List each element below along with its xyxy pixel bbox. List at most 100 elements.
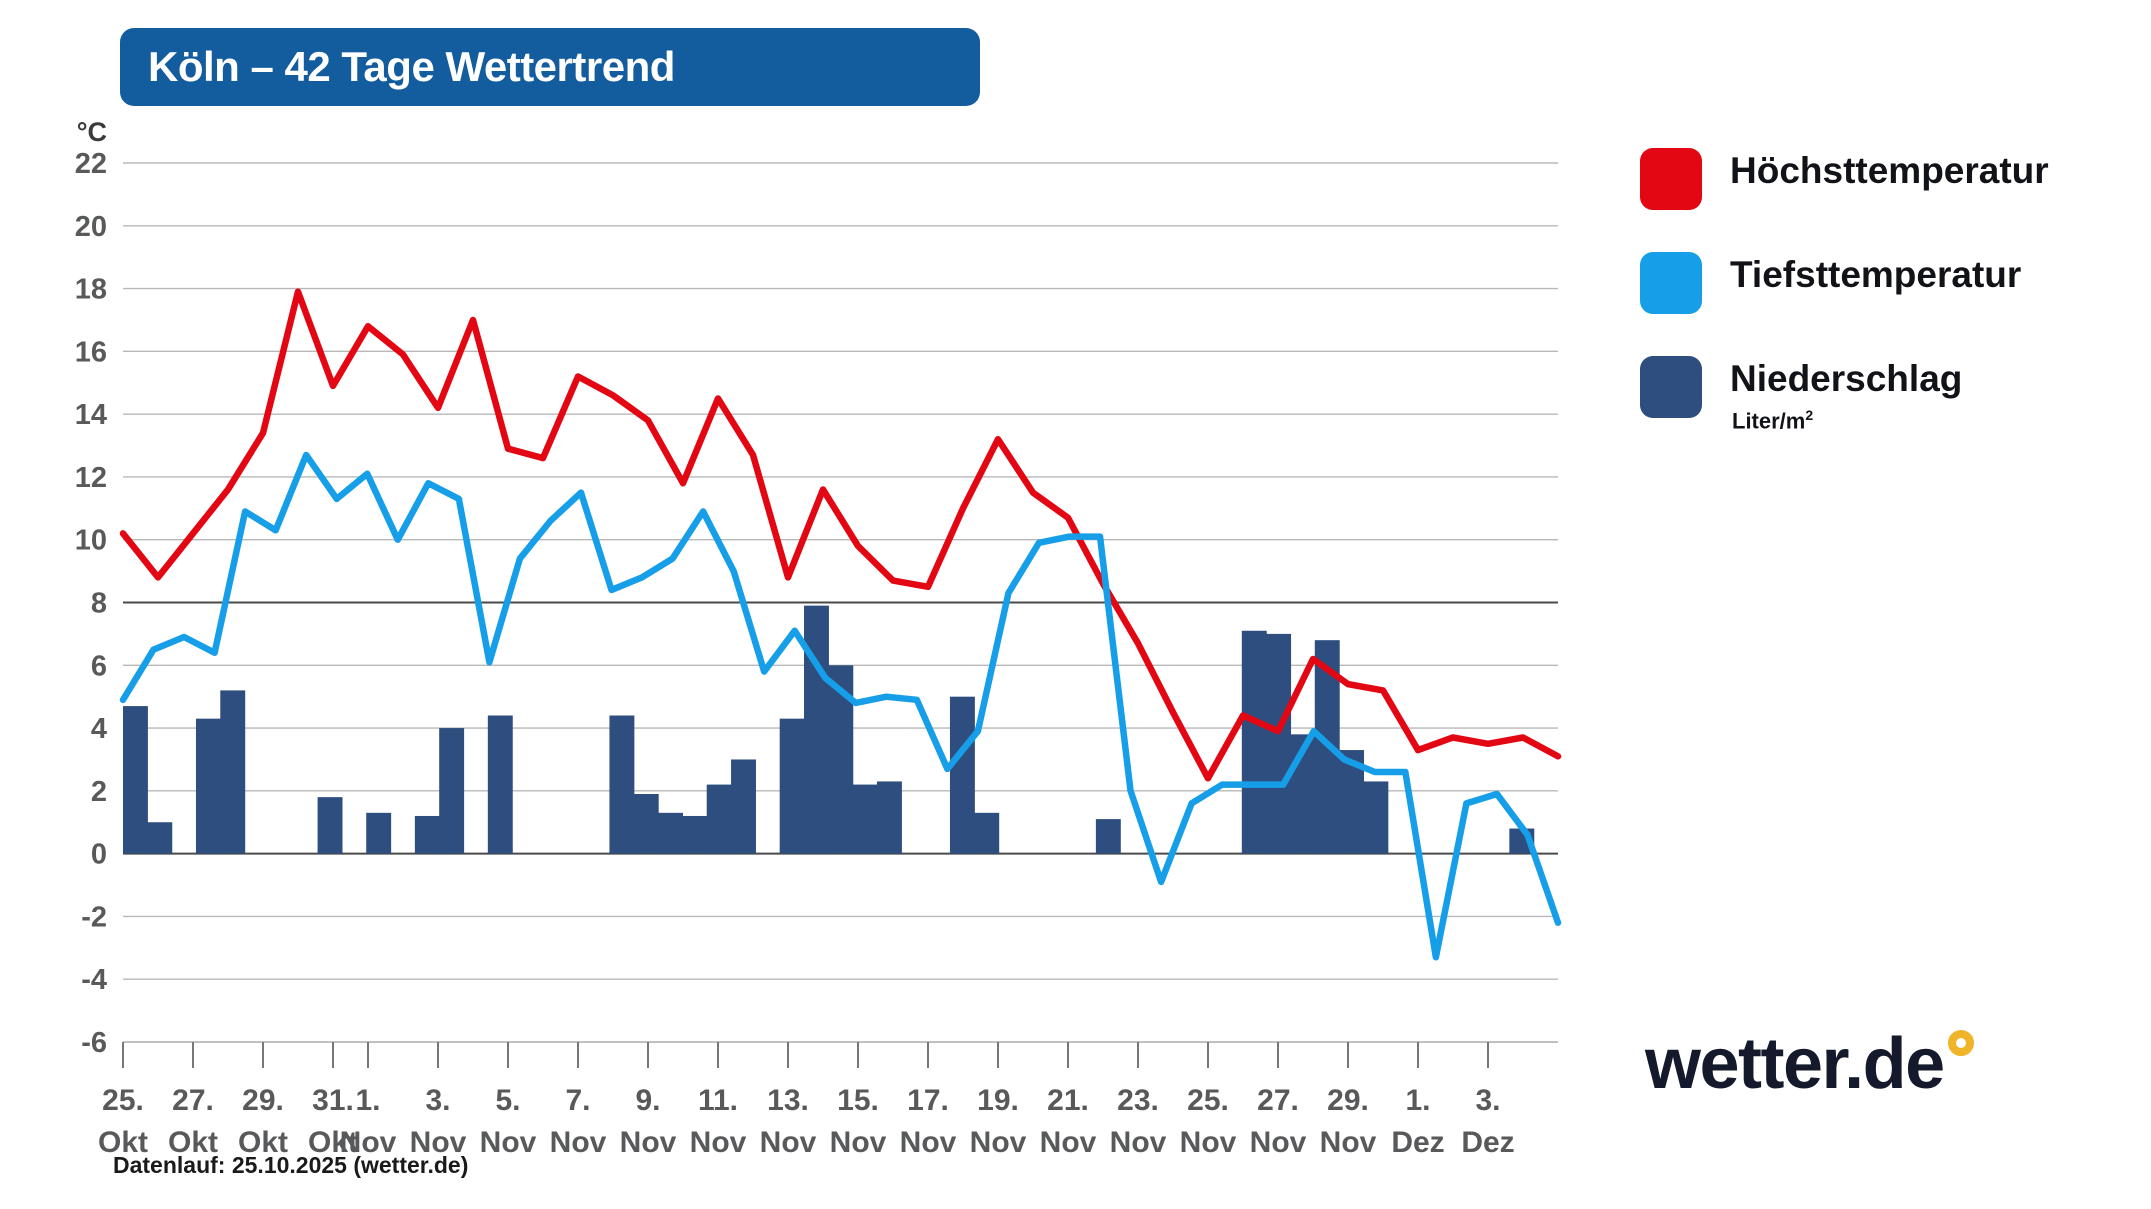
precipitation-bar	[852, 784, 878, 854]
chart-legend: Höchsttemperatur Tiefsttemperatur Nieder…	[1640, 148, 2140, 476]
x-tick-day: 25.	[102, 1084, 144, 1117]
precipitation-bar	[949, 696, 975, 854]
x-tick-day: 21.	[1047, 1084, 1089, 1117]
precipitation-bar	[487, 715, 513, 854]
x-tick-day: 15.	[837, 1084, 879, 1117]
legend-label-min-temp: Tiefsttemperatur	[1730, 254, 2022, 295]
chart-area: 22 20 18 16 14 12 10 8 6 4 2 0 -2 -4 -6 25. Okt 27. Okt 29…	[75, 117, 1562, 1159]
precipitation-bar	[609, 715, 635, 854]
x-tick-month: Nov	[1180, 1126, 1237, 1159]
logo-wordmark: wetter.de	[1645, 1024, 1945, 1104]
precipitation-bar	[147, 822, 173, 854]
legend-texts-max-temp: Höchsttemperatur	[1730, 148, 2049, 191]
x-tick-day: 9.	[635, 1084, 660, 1117]
gridlines	[123, 162, 1558, 1043]
precipitation-bar	[317, 797, 343, 854]
precipitation-bar	[706, 784, 732, 854]
legend-label-max-temp: Höchsttemperatur	[1730, 150, 2049, 191]
chart-title-banner: Köln – 42 Tage Wettertrend	[120, 28, 980, 106]
precipitation-bar	[658, 812, 684, 854]
x-tick-month: Nov	[620, 1126, 677, 1159]
legend-unit-text: Liter/m	[1732, 408, 1806, 434]
x-tick-month: Nov	[760, 1126, 817, 1159]
wetter-de-logo: wetter.de	[1645, 1028, 1974, 1100]
x-tick-month: Nov	[830, 1126, 887, 1159]
x-tick-month: Nov	[970, 1126, 1027, 1159]
precipitation-bars	[123, 605, 1535, 854]
x-tick-month: Dez	[1461, 1126, 1514, 1159]
x-tick-month: Nov	[1040, 1126, 1097, 1159]
x-tick-day: 5.	[495, 1084, 520, 1117]
precipitation-bar	[195, 718, 221, 854]
y-tick-label: 8	[91, 588, 107, 620]
x-tick-month: Nov	[1250, 1126, 1307, 1159]
y-tick-label: 22	[75, 148, 107, 180]
y-tick-label: 2	[91, 776, 107, 808]
x-tick-month: Okt	[98, 1126, 148, 1159]
x-tick-day: 29.	[242, 1084, 284, 1117]
precipitation-bar	[633, 793, 659, 854]
x-tick-month: Okt	[168, 1126, 218, 1159]
x-tick-month: Okt	[308, 1126, 358, 1159]
x-tick-day: 13.	[767, 1084, 809, 1117]
x-tick-day: 19.	[977, 1084, 1019, 1117]
x-tick-day: 23.	[1117, 1084, 1159, 1117]
data-run-note: Datenlauf: 25.10.2025 (wetter.de)	[113, 1152, 469, 1178]
precipitation-bar	[439, 728, 465, 854]
precipitation-bar	[1363, 781, 1389, 854]
y-tick-label: 20	[75, 211, 107, 243]
legend-swatch-precipitation	[1640, 356, 1702, 418]
x-axis-ticks: 25. Okt 27. Okt 29. Okt 31. Okt 1. Nov 3. Nov 5. Nov 7…	[98, 1041, 1558, 1159]
x-tick-day: 31.	[312, 1084, 354, 1117]
precipitation-bar	[1241, 630, 1267, 854]
x-tick-month: Nov	[1110, 1126, 1167, 1159]
legend-swatch-min-temp	[1640, 252, 1702, 314]
legend-texts-min-temp: Tiefsttemperatur	[1730, 252, 2021, 295]
y-tick-label: 16	[75, 336, 107, 368]
precipitation-bar	[366, 812, 392, 854]
precipitation-bar	[682, 815, 708, 854]
precipitation-bar	[220, 690, 246, 854]
precipitation-bar	[414, 815, 440, 854]
y-tick-label: 18	[75, 274, 107, 306]
x-tick-day: 17.	[907, 1084, 949, 1117]
precipitation-bar	[123, 706, 148, 854]
x-tick-day: 3.	[425, 1084, 450, 1117]
legend-label-precipitation: Niederschlag	[1730, 358, 1963, 399]
x-tick-month: Nov	[410, 1126, 467, 1159]
temperature-line-min	[119, 451, 1562, 961]
legend-sublabel-precipitation-unit: Liter/m2	[1732, 407, 1962, 434]
legend-texts-precipitation: Niederschlag Liter/m2	[1730, 356, 1962, 434]
y-tick-label: 14	[75, 399, 107, 431]
precipitation-bar	[804, 605, 829, 854]
x-tick-month: Nov	[480, 1126, 537, 1159]
y-axis-unit-label: °C	[77, 117, 107, 147]
x-tick-month: Nov	[550, 1126, 607, 1159]
sun-ring-icon	[1947, 1030, 1974, 1056]
x-tick-day: 3.	[1475, 1084, 1500, 1117]
legend-swatch-max-temp	[1640, 148, 1702, 210]
temperature-lines	[119, 288, 1562, 961]
x-tick-day: 27.	[172, 1084, 214, 1117]
x-tick-day: 29.	[1327, 1084, 1369, 1117]
x-tick-day: 7.	[565, 1084, 590, 1117]
y-tick-label: -6	[81, 1027, 107, 1059]
page-title: Köln – 42 Tage Wettertrend	[148, 43, 675, 90]
y-tick-label: 6	[91, 650, 107, 682]
legend-item-tiefsttemperatur: Tiefsttemperatur	[1640, 252, 2140, 314]
x-tick-month: Nov	[690, 1126, 747, 1159]
y-tick-label: 4	[91, 713, 107, 745]
legend-item-niederschlag: Niederschlag Liter/m2	[1640, 356, 2140, 434]
x-tick-month: Nov	[900, 1126, 957, 1159]
x-tick-day: 25.	[1187, 1084, 1229, 1117]
precipitation-bar	[876, 781, 902, 854]
x-tick-day: 27.	[1257, 1084, 1299, 1117]
precipitation-bar	[974, 812, 1000, 854]
x-tick-day: 11.	[698, 1084, 738, 1117]
y-tick-label: 12	[75, 462, 107, 494]
x-tick-month: Nov	[1320, 1126, 1377, 1159]
legend-item-hoechsttemperatur: Höchsttemperatur	[1640, 148, 2140, 210]
precipitation-bar	[1095, 819, 1121, 854]
